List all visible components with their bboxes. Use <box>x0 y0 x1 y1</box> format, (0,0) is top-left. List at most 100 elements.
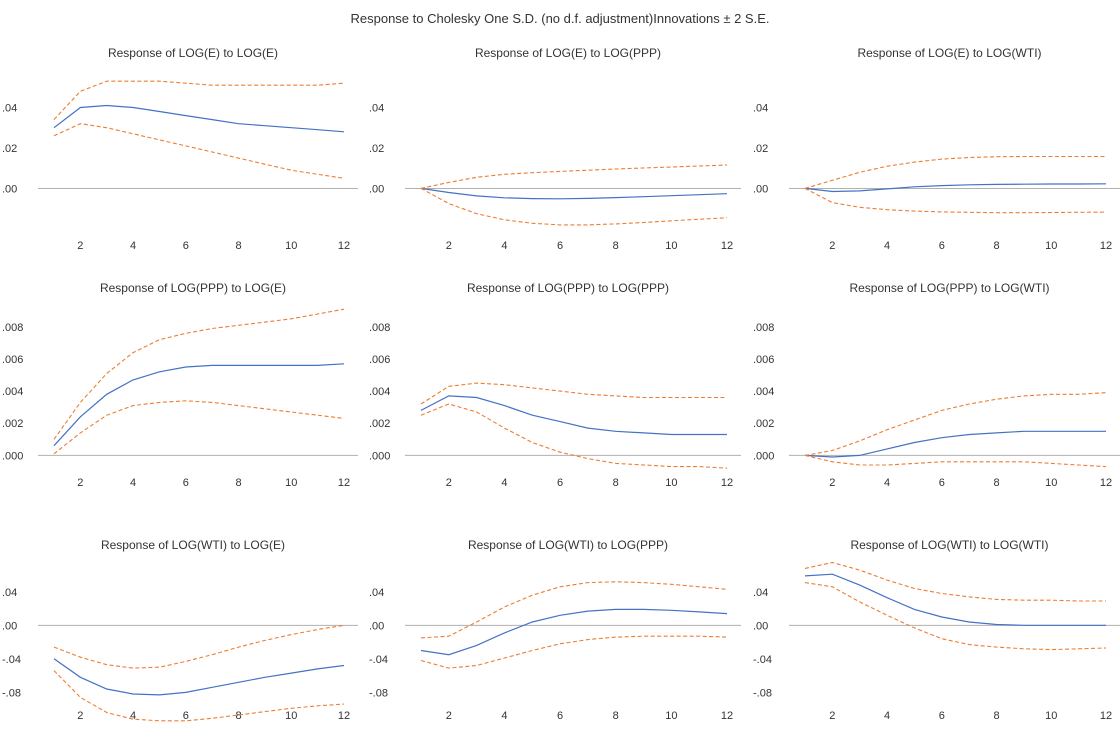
panel-1: Response of LOG(E) to LOG(E) .00 .02 .04 2 4 6… <box>2 46 358 252</box>
band-lower-line <box>420 403 728 469</box>
x-tick-label: 12 <box>338 477 350 489</box>
y-tick-label: .000 <box>753 450 774 462</box>
panel-3: Response of LOG(E) to LOG(WTI) .00 .02 .04 2… <box>753 46 1120 252</box>
band-upper-line <box>53 308 345 440</box>
y-tick-label: .02 <box>2 143 17 155</box>
band-upper-line <box>804 155 1106 189</box>
band-upper-line <box>420 581 728 639</box>
x-tick-label: 2 <box>77 710 83 722</box>
y-tick-label: -.04 <box>2 654 21 666</box>
response-line <box>420 608 728 656</box>
band-lower-line <box>804 582 1107 651</box>
band-upper-line <box>804 561 1106 602</box>
x-tick-label: 2 <box>446 477 452 489</box>
response-line <box>53 363 345 447</box>
y-tick-label: .02 <box>753 143 768 155</box>
x-tick-label: 6 <box>939 477 945 489</box>
y-tick-label: .000 <box>369 450 390 462</box>
x-tick-label: 8 <box>235 710 241 722</box>
band-lower-line <box>53 670 345 722</box>
response-line <box>804 573 1106 626</box>
panel-title: Response of LOG(WTI) to LOG(WTI) <box>850 538 1048 552</box>
x-tick-label: 8 <box>235 240 241 252</box>
x-tick-label: 4 <box>130 240 136 252</box>
y-tick-label: .004 <box>2 386 23 398</box>
band-lower-line <box>53 400 345 455</box>
band-lower-line <box>53 123 345 179</box>
x-tick-label: 6 <box>183 477 189 489</box>
panel-7: Response of LOG(WTI) to LOG(E) .04 .00 -.04… <box>2 538 358 722</box>
band-upper-line <box>804 392 1107 456</box>
y-tick-label: .008 <box>753 322 774 334</box>
panel-title: Response of LOG(WTI) to LOG(E) <box>101 538 285 552</box>
panel-title: Response of LOG(PPP) to LOG(PPP) <box>467 281 669 295</box>
x-tick-label: 4 <box>884 477 890 489</box>
y-tick-label: .04 <box>2 587 17 599</box>
band-upper-line <box>420 164 728 189</box>
y-tick-label: .004 <box>369 386 390 398</box>
x-tick-label: 12 <box>721 710 733 722</box>
response-line <box>804 430 1106 458</box>
x-tick-label: 10 <box>1045 240 1057 252</box>
x-tick-label: 4 <box>884 710 890 722</box>
y-tick-label: .002 <box>369 418 390 430</box>
x-tick-label: 6 <box>557 477 563 489</box>
x-tick-label: 10 <box>665 710 677 722</box>
x-tick-label: 12 <box>721 240 733 252</box>
x-tick-label: 2 <box>446 240 452 252</box>
response-line <box>53 104 345 133</box>
y-tick-label: .04 <box>369 102 384 114</box>
panel-2: Response of LOG(E) to LOG(PPP) .00 .02 .04 2… <box>369 46 741 252</box>
x-tick-label: 6 <box>939 710 945 722</box>
y-tick-label: .04 <box>2 102 17 114</box>
x-tick-label: 8 <box>613 477 619 489</box>
figure-title: Response to Cholesky One S.D. (no d.f. a… <box>350 11 770 26</box>
x-tick-label: 2 <box>829 710 835 722</box>
x-tick-label: 10 <box>665 477 677 489</box>
band-lower-line <box>420 635 728 669</box>
y-tick-label: .04 <box>753 102 768 114</box>
y-tick-label: .006 <box>753 354 774 366</box>
band-lower-line <box>804 187 1107 214</box>
y-tick-label: -.04 <box>753 654 772 666</box>
x-tick-label: 6 <box>939 240 945 252</box>
x-tick-label: 12 <box>721 477 733 489</box>
y-tick-label: .00 <box>2 183 17 195</box>
x-tick-label: 8 <box>993 710 999 722</box>
x-tick-label: 10 <box>1045 710 1057 722</box>
x-tick-label: 8 <box>613 710 619 722</box>
panel-title: Response of LOG(WTI) to LOG(PPP) <box>468 538 668 552</box>
y-tick-label: .00 <box>753 183 768 195</box>
y-tick-label: .002 <box>2 418 23 430</box>
y-tick-label: .00 <box>369 620 384 632</box>
x-tick-label: 10 <box>1045 477 1057 489</box>
y-tick-label: .006 <box>369 354 390 366</box>
y-tick-label: .004 <box>753 386 774 398</box>
response-line <box>420 187 728 200</box>
y-tick-label: -.08 <box>369 687 388 699</box>
x-tick-label: 12 <box>1100 477 1112 489</box>
x-tick-label: 8 <box>235 477 241 489</box>
y-tick-label: -.08 <box>2 687 21 699</box>
x-tick-label: 10 <box>665 240 677 252</box>
response-line <box>420 395 727 436</box>
band-lower-line <box>420 187 728 226</box>
x-tick-label: 8 <box>993 240 999 252</box>
panel-4: Response of LOG(PPP) to LOG(E) .000 .002 .0… <box>2 281 358 489</box>
x-tick-label: 12 <box>338 710 350 722</box>
x-tick-label: 12 <box>1100 710 1112 722</box>
x-tick-label: 10 <box>285 240 297 252</box>
x-tick-label: 12 <box>338 240 350 252</box>
band-upper-line <box>53 624 345 669</box>
panel-title: Response of LOG(PPP) to LOG(E) <box>100 281 286 295</box>
panel-title: Response of LOG(PPP) to LOG(WTI) <box>849 281 1049 295</box>
x-tick-label: 2 <box>829 240 835 252</box>
y-tick-label: .00 <box>2 620 17 632</box>
y-tick-label: .04 <box>753 587 768 599</box>
y-tick-label: .006 <box>2 354 23 366</box>
band-lower-line <box>804 454 1107 468</box>
x-tick-label: 6 <box>183 240 189 252</box>
y-tick-label: .00 <box>369 183 384 195</box>
x-tick-label: 6 <box>183 710 189 722</box>
x-tick-label: 4 <box>130 477 136 489</box>
